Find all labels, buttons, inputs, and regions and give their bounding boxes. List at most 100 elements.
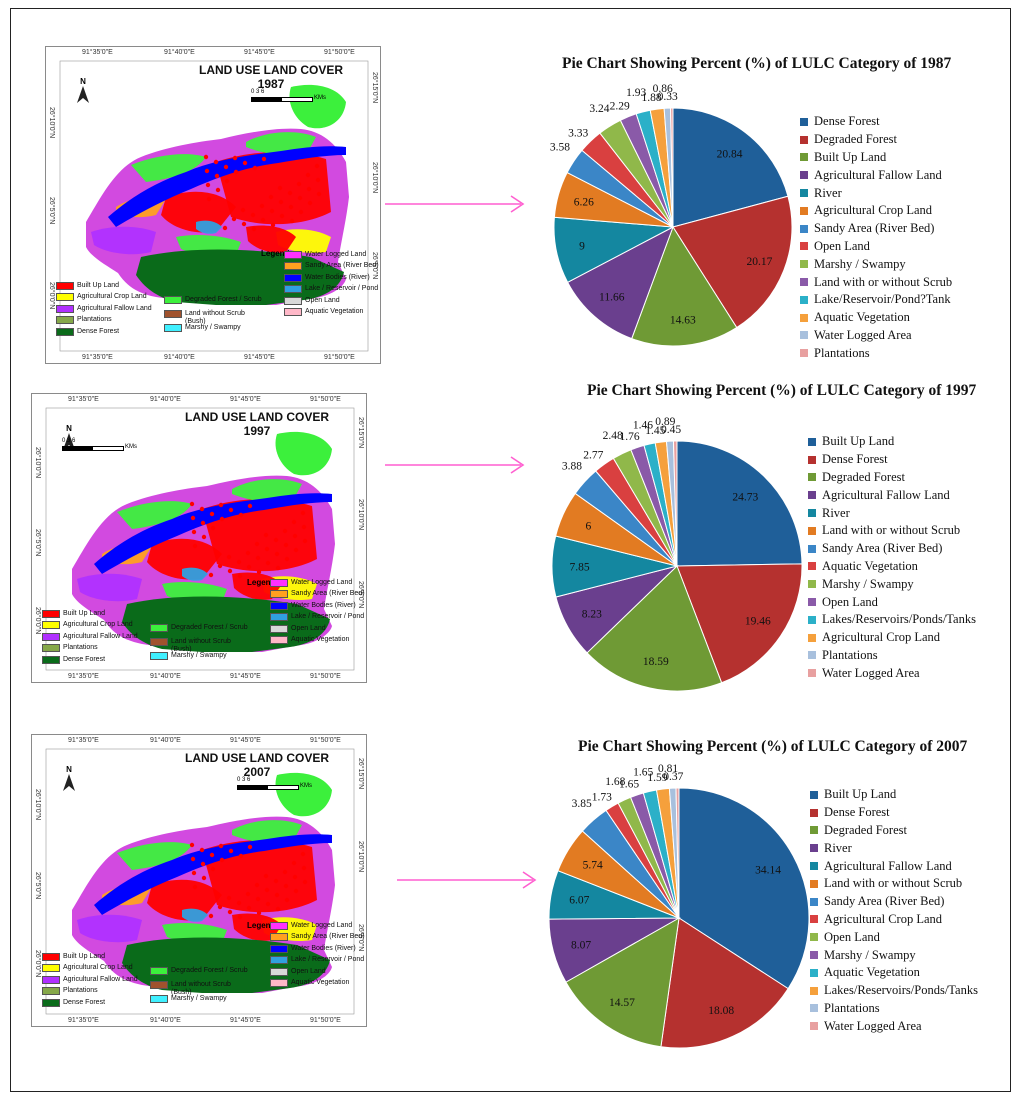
map-title: LAND USE LAND COVER 2007 (182, 751, 332, 779)
pie-legend-swatch (800, 242, 808, 251)
map-bottom-coord: 91°50'0"E (310, 673, 341, 680)
pie-data-label: 20.17 (747, 256, 773, 268)
map-top-coord: 91°50'0"E (324, 49, 355, 56)
scale-label: 0 3 6 (237, 777, 251, 783)
pie-legend-label: Water Logged Area (824, 1018, 922, 1033)
pie-legend-swatch (810, 968, 818, 977)
map-legend-item: Built Up Land (56, 281, 119, 290)
pie-legend-swatch (800, 349, 808, 358)
pie-legend-item: Lakes/Reservoirs/Ponds/Tanks (808, 611, 976, 629)
right-arrow-icon (385, 456, 525, 474)
pie-legend-swatch (810, 844, 818, 853)
map-legend-item: Water Bodies (River) (284, 273, 370, 282)
map-right-coord: 26°15'0"N (357, 417, 364, 449)
map-legend-item: Aquatic Vegetation (270, 979, 350, 988)
pie-legend-swatch (808, 473, 816, 482)
legend-label: Marshy / Swampy (171, 994, 227, 1002)
legend-label: Degraded Forest / Scrub (185, 296, 262, 304)
pie-data-label: 8.07 (571, 939, 591, 951)
scale-label: 0 3 6 (62, 438, 76, 444)
legend-label: Marshy / Swampy (171, 651, 227, 659)
map-top-coord: 91°50'0"E (310, 737, 341, 744)
map-year: 2007 (243, 765, 271, 779)
pie-data-label: 3.33 (568, 128, 588, 140)
map-legend-item: Plantations (42, 644, 98, 653)
map-legend-item: Degraded Forest / Scrub (150, 967, 248, 976)
legend-swatch (150, 651, 168, 660)
pie-legend-label: Agricultural Fallow Land (824, 858, 952, 873)
pie-legend-swatch (808, 633, 816, 642)
map-legend-item: Agricultural Fallow Land (42, 975, 138, 984)
pie-legend-swatch (810, 1004, 818, 1013)
pie-legend-swatch (800, 278, 808, 287)
map-legend-item: Lake / Reservoir / Pond (270, 956, 364, 965)
pie-legend-item: Land with or without Scrub (808, 522, 976, 540)
map-legend-item: Water Logged Land (284, 250, 366, 259)
legend-swatch (284, 273, 302, 282)
map-top-coord: 91°40'0"E (150, 737, 181, 744)
pie-data-label: 24.73 (732, 491, 758, 503)
legend-label: Aquatic Vegetation (291, 979, 350, 987)
map-legend-item: Agricultural Fallow Land (56, 304, 152, 313)
map-legend-item: Land without Scrub (Bush) (164, 309, 257, 326)
pie-data-label: 18.59 (643, 656, 669, 668)
legend-swatch (270, 636, 288, 645)
legend-label: Water Bodies (River) (291, 944, 356, 952)
pie-legend-swatch (800, 135, 808, 144)
map-title-line: LAND USE LAND COVER (184, 751, 329, 765)
pie-data-label: 19.46 (745, 616, 771, 628)
legend-swatch (42, 609, 60, 618)
pie-legend-label: Aquatic Vegetation (822, 558, 918, 573)
pie-legend-swatch (800, 153, 808, 162)
legend-label: Open Land (291, 624, 326, 632)
legend-label: Water Bodies (River) (305, 273, 370, 281)
legend-swatch (270, 590, 288, 599)
map-graphic (59, 60, 369, 352)
legend-swatch (150, 994, 168, 1003)
pie-legend-label: Plantations (822, 647, 878, 662)
scale-unit: KMs (300, 783, 312, 789)
pie-legend-swatch (800, 295, 808, 304)
map-legend-item: Degraded Forest / Scrub (164, 296, 262, 305)
pie-legend-item: River (808, 504, 976, 522)
pie-legend-label: Aquatic Vegetation (824, 965, 920, 980)
map-bottom-coord: 91°45'0"E (230, 673, 261, 680)
map-left-coord: 26°10'0"N (34, 446, 41, 479)
legend-swatch (150, 624, 168, 633)
scale-bar (251, 97, 313, 102)
legend-label: Water Logged Land (291, 921, 353, 929)
legend-label: Dense Forest (77, 327, 120, 335)
pie-data-label: 2.48 (603, 430, 623, 442)
pie-legend-swatch (810, 915, 818, 924)
map-legend-title: Legend (247, 921, 276, 931)
map-left-coord: 26°0'0"N (34, 949, 41, 978)
pie-legend-item: River (810, 839, 978, 857)
pie-legend-item: Water Logged Area (800, 327, 952, 345)
legend-swatch (284, 262, 302, 271)
legend-swatch (56, 316, 74, 325)
map-legend-item: Marshy / Swampy (150, 651, 227, 660)
pie-legend-item: Open Land (800, 238, 952, 256)
pie-chart: 24.73 19.46 18.59 8.23 7.85 6 3.882.772.481.76… (551, 416, 803, 692)
map-legend-item: Degraded Forest / Scrub (150, 624, 248, 633)
map-legend-item: Dense Forest (42, 998, 105, 1007)
map-top-coord: 91°40'0"E (164, 49, 195, 56)
pie-legend-label: Agricultural Crop Land (822, 630, 941, 645)
map-title: LAND USE LAND COVER 1997 (182, 410, 332, 438)
pie-legend-item: Agricultural Fallow Land (810, 857, 978, 875)
pie-legend-item: Marshy / Swampy (800, 255, 952, 273)
pie-slice (565, 917, 680, 1048)
legend-swatch (42, 975, 60, 984)
pie-data-label: 0.86 (653, 83, 673, 95)
map-left-coord: 26°5'0"N (34, 529, 41, 557)
map-top-coord: 91°45'0"E (230, 737, 261, 744)
pie-data-label: 14.57 (609, 997, 635, 1009)
map-title-line: LAND USE LAND COVER (198, 63, 343, 77)
map-legend-item: Plantations (42, 987, 98, 996)
pie-data-label: 5.74 (583, 860, 603, 872)
legend-swatch (270, 624, 288, 633)
pie-data-label: 1.59 (647, 772, 667, 784)
scale-bar (237, 785, 299, 790)
legend-label: Sandy Area (River Bed) (291, 933, 365, 941)
legend-swatch (284, 285, 302, 294)
